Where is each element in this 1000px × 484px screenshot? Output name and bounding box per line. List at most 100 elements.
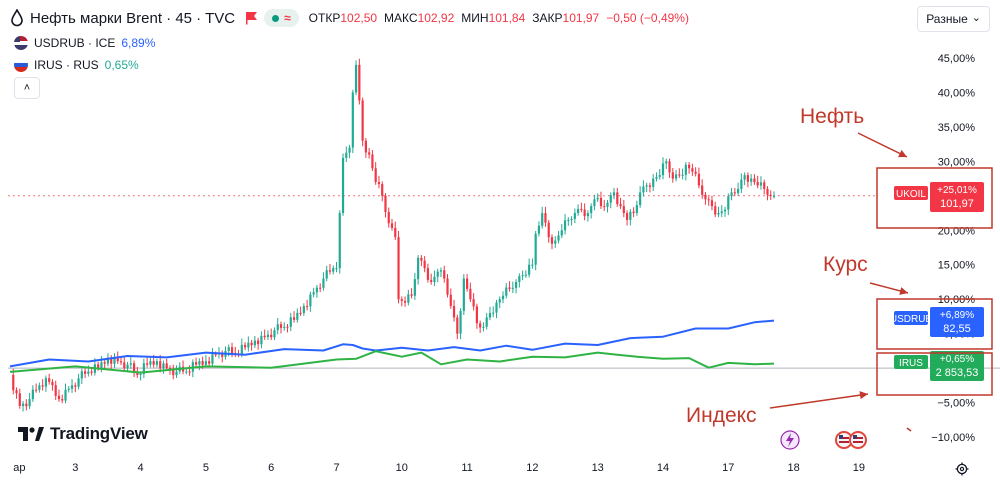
price-label-pct: +0,65% [940, 354, 974, 365]
candle-body [403, 300, 407, 303]
candle-body [691, 168, 694, 172]
candle-body [632, 211, 635, 214]
candle-body [77, 378, 80, 387]
candle-body [485, 317, 488, 327]
candle-body [276, 324, 279, 331]
price-label-name: IRUS [899, 358, 923, 369]
candle-body [665, 161, 668, 164]
candle-body [524, 274, 527, 276]
candle-body [266, 334, 270, 338]
candle-body [129, 363, 132, 365]
candle-body [720, 211, 723, 214]
candle-body [188, 371, 191, 373]
tradingview-logo-text: TradingView [50, 424, 148, 443]
candle-body [279, 324, 283, 328]
candle-body [743, 175, 746, 180]
candle-body [482, 326, 485, 328]
ohlc-item-4: −0,50 (−0,49%) [606, 11, 689, 25]
candle-body [142, 363, 145, 374]
annotations: Нефть Курс Индекс [686, 105, 993, 432]
annotation-label: Нефть [800, 105, 864, 128]
candle-body [593, 199, 596, 207]
annotation-mark [906, 427, 912, 432]
price-label-value: 101,97 [940, 198, 974, 210]
candle-body [733, 192, 736, 194]
candle-body [668, 161, 671, 173]
candle-body [619, 204, 622, 207]
candle-body [688, 164, 691, 169]
candle-body [554, 240, 557, 244]
candle-body [586, 213, 590, 217]
candle-body [159, 361, 162, 369]
candle-body [658, 175, 661, 177]
x-tick-label: 19 [853, 462, 865, 474]
candle-body [325, 270, 328, 279]
lightning-event-icon[interactable] [780, 430, 800, 450]
price-label-value: 82,55 [943, 323, 971, 335]
gear-icon[interactable] [955, 462, 969, 476]
candle-body [364, 140, 367, 153]
candle-body [302, 306, 305, 314]
candle-body [381, 184, 384, 196]
flag-icon[interactable] [245, 11, 258, 25]
x-tick-label: 12 [526, 462, 538, 474]
candle-body [64, 389, 67, 401]
legend-irus[interactable]: IRUS · RUS 0,65% [14, 58, 139, 72]
candle-body [335, 268, 338, 270]
collapse-legend-button[interactable]: ˄ [14, 77, 40, 99]
candle-body [123, 362, 126, 369]
candle-body [257, 340, 260, 345]
price-label-tag [894, 311, 928, 325]
annotation-frame-2 [876, 352, 993, 396]
legend-irus-name: IRUS · RUS [34, 58, 99, 72]
x-tick-label: 10 [396, 462, 408, 474]
ohlc-item-3: ЗАКР101,97 [532, 11, 599, 25]
us-flag-stripe [839, 441, 849, 443]
candle-body [198, 361, 201, 365]
candle-body [772, 195, 776, 197]
tradingview-logo[interactable]: TradingView [18, 424, 148, 444]
candle-body [35, 389, 38, 391]
market-status-pill[interactable]: ≈ [264, 9, 299, 27]
candle-body [185, 371, 188, 373]
candle-body [763, 182, 766, 189]
candle-body [273, 330, 276, 338]
candle-body [505, 287, 508, 296]
x-tick-label: 18 [787, 462, 799, 474]
ohlc-item-1: МАКС102,92 [384, 11, 454, 25]
candle-body [710, 200, 714, 207]
annotation-frame-0 [876, 167, 993, 229]
candle-body [544, 213, 547, 223]
candle-body [436, 271, 439, 277]
candle-body [413, 279, 416, 296]
us-events-icon[interactable] [835, 431, 867, 449]
series-line-irus [9, 350, 775, 374]
candle-body [714, 206, 717, 215]
chevron-up-icon: ˄ [23, 82, 31, 94]
candle-body [727, 196, 730, 210]
candle-body [452, 306, 456, 318]
candle-body [221, 353, 224, 357]
price-labels: UKOIL +25,01% 101,97 USDRUB +6,89% 82,55 IRUS +… [890, 182, 984, 381]
candle-body [270, 334, 273, 338]
candle-body [319, 287, 322, 289]
candle-body [459, 310, 462, 334]
symbol-title[interactable]: Нефть марки Brent · 45 · TVC [30, 9, 236, 27]
price-label-tag [894, 186, 928, 200]
candle-body [97, 364, 100, 369]
candle-body [736, 188, 740, 194]
candle-body [599, 197, 603, 207]
candle-body [57, 395, 61, 400]
us-flag-circle-1 [849, 431, 867, 449]
chevron-down-icon: ⌄ [971, 11, 981, 24]
candle-body [596, 197, 599, 200]
candle-body [678, 174, 681, 176]
legend-usdrub[interactable]: USDRUB · ICE 6,89% [14, 36, 155, 50]
us-flag-stripe [839, 437, 849, 439]
candle-body [25, 403, 28, 407]
us-flag-canton [853, 435, 857, 439]
ohlc-value: −0,50 (−0,49%) [606, 11, 689, 25]
scale-dropdown-button[interactable]: Разные ⌄ [917, 6, 990, 32]
candle-body [753, 178, 756, 183]
candle-body [469, 288, 472, 300]
